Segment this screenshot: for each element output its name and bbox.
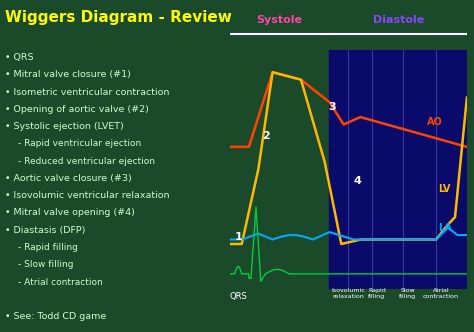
Text: - Rapid filling: - Rapid filling: [18, 243, 78, 252]
Text: • Mitral valve closure (#1): • Mitral valve closure (#1): [5, 70, 130, 79]
Text: 4: 4: [353, 176, 361, 186]
Text: 1: 1: [235, 231, 242, 242]
Text: • Aortic valve closure (#3): • Aortic valve closure (#3): [5, 174, 131, 183]
Text: Isovolumic
relaxation: Isovolumic relaxation: [331, 288, 365, 299]
Text: • Opening of aortic valve (#2): • Opening of aortic valve (#2): [5, 105, 148, 114]
Text: Atrial
contraction: Atrial contraction: [423, 288, 459, 299]
Text: AO: AO: [427, 117, 442, 126]
Text: 2: 2: [262, 131, 270, 141]
Text: Slow
filling: Slow filling: [399, 288, 416, 299]
Text: • Diastasis (DFP): • Diastasis (DFP): [5, 226, 85, 235]
Text: - Reduced ventricular ejection: - Reduced ventricular ejection: [18, 157, 155, 166]
Text: - Slow filling: - Slow filling: [18, 260, 73, 269]
Text: QRS: QRS: [230, 292, 247, 301]
Text: • Mitral valve opening (#4): • Mitral valve opening (#4): [5, 208, 135, 217]
Text: Systole: Systole: [256, 15, 303, 25]
Text: • See: Todd CD game: • See: Todd CD game: [5, 312, 106, 321]
Text: • Isometric ventricular contraction: • Isometric ventricular contraction: [5, 88, 169, 97]
Text: LV: LV: [438, 184, 451, 194]
Text: • Systolic ejection (LVET): • Systolic ejection (LVET): [5, 122, 123, 131]
Text: LA: LA: [438, 222, 452, 233]
Text: • QRS: • QRS: [5, 53, 33, 62]
Text: 3: 3: [328, 102, 336, 112]
Text: - Rapid ventricular ejection: - Rapid ventricular ejection: [18, 139, 141, 148]
Text: Rapid
filling: Rapid filling: [368, 288, 386, 299]
Bar: [329, 50, 467, 289]
Text: Diastole: Diastole: [373, 15, 424, 25]
Text: Wiggers Diagram - Review: Wiggers Diagram - Review: [5, 10, 231, 25]
Text: • Isovolumic ventricular relaxation: • Isovolumic ventricular relaxation: [5, 191, 169, 200]
Text: - Atrial contraction: - Atrial contraction: [18, 278, 103, 287]
